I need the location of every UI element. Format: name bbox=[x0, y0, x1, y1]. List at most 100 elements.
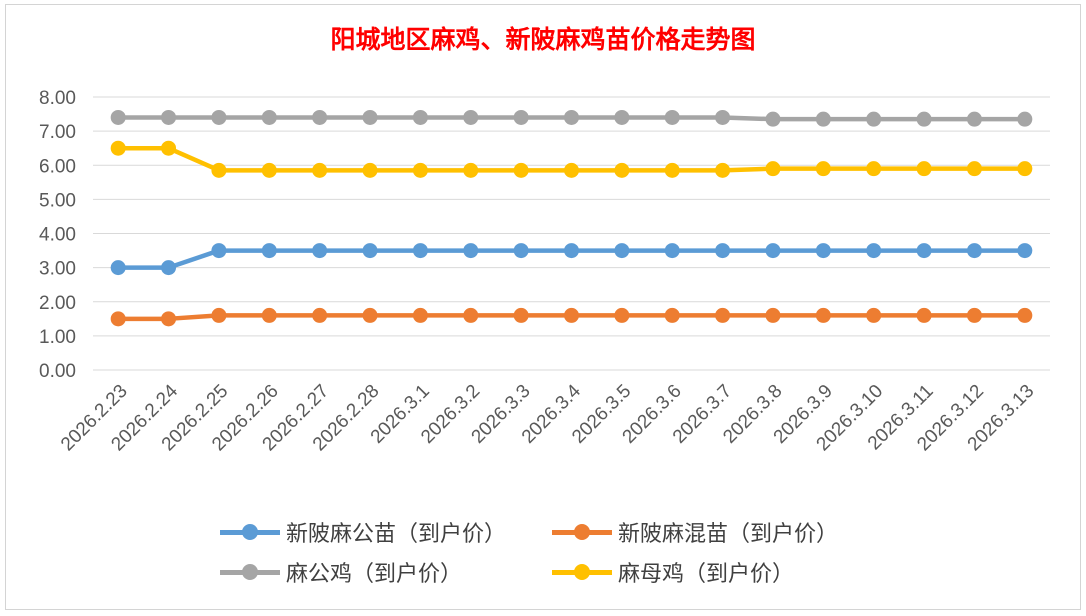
data-point bbox=[463, 162, 479, 178]
data-point bbox=[513, 243, 529, 259]
data-point bbox=[412, 307, 428, 323]
data-point bbox=[312, 109, 328, 125]
data-point bbox=[463, 243, 479, 259]
data-point bbox=[513, 162, 529, 178]
y-tick-label: 0.00 bbox=[39, 361, 76, 382]
legend-item-series-2: 新陂麻混苗（到户价） bbox=[552, 516, 838, 548]
data-point bbox=[261, 307, 277, 323]
legend-swatch bbox=[220, 562, 280, 582]
data-point bbox=[463, 307, 479, 323]
data-point bbox=[966, 161, 982, 177]
legend-marker bbox=[574, 564, 590, 580]
data-point bbox=[916, 161, 932, 177]
data-point bbox=[614, 109, 630, 125]
data-point bbox=[211, 109, 227, 125]
data-point bbox=[211, 307, 227, 323]
data-point bbox=[614, 243, 630, 259]
data-point bbox=[664, 243, 680, 259]
data-point bbox=[211, 162, 227, 178]
data-point bbox=[1017, 111, 1033, 127]
data-point bbox=[161, 260, 177, 276]
data-point bbox=[1017, 161, 1033, 177]
data-point bbox=[815, 243, 831, 259]
legend-swatch bbox=[552, 562, 612, 582]
data-point bbox=[916, 243, 932, 259]
legend-item-series-1: 新陂麻公苗（到户价） bbox=[220, 516, 506, 548]
data-point bbox=[966, 111, 982, 127]
data-point bbox=[412, 109, 428, 125]
data-point bbox=[866, 243, 882, 259]
legend-item-series-3: 麻公鸡（到户价） bbox=[220, 556, 462, 588]
data-point bbox=[765, 111, 781, 127]
legend-swatch bbox=[220, 522, 280, 542]
data-point bbox=[564, 109, 579, 125]
data-point bbox=[362, 243, 378, 259]
data-point bbox=[1017, 307, 1033, 323]
data-point bbox=[110, 260, 126, 276]
data-point bbox=[765, 161, 781, 177]
data-point bbox=[110, 140, 126, 156]
data-point bbox=[815, 161, 831, 177]
data-point bbox=[866, 307, 882, 323]
legend-swatch bbox=[552, 522, 612, 542]
data-point bbox=[161, 140, 177, 156]
data-point bbox=[765, 243, 781, 259]
data-point bbox=[916, 111, 932, 127]
data-point bbox=[161, 311, 177, 327]
data-point bbox=[312, 162, 328, 178]
data-point bbox=[211, 243, 227, 259]
data-point bbox=[564, 243, 579, 259]
y-tick-label: 5.00 bbox=[39, 190, 76, 211]
data-point bbox=[664, 109, 680, 125]
data-point bbox=[765, 307, 781, 323]
y-tick-label: 8.00 bbox=[39, 88, 76, 109]
data-point bbox=[261, 162, 277, 178]
legend-label: 麻母鸡（到户价） bbox=[618, 562, 795, 587]
data-point bbox=[614, 307, 630, 323]
chart-title: 阳城地区麻鸡、新陂麻鸡苗价格走势图 bbox=[330, 25, 756, 54]
data-point bbox=[1017, 243, 1033, 259]
data-point bbox=[110, 311, 126, 327]
data-point bbox=[815, 307, 831, 323]
legend-marker bbox=[242, 564, 258, 580]
data-point bbox=[664, 162, 680, 178]
chart-frame bbox=[5, 4, 1081, 610]
data-point bbox=[261, 109, 277, 125]
legend-label: 麻公鸡（到户价） bbox=[286, 562, 463, 587]
data-point bbox=[412, 162, 428, 178]
legend-label: 新陂麻公苗（到户价） bbox=[286, 522, 507, 547]
data-point bbox=[715, 307, 731, 323]
data-point bbox=[564, 162, 579, 178]
data-point bbox=[412, 243, 428, 259]
data-point bbox=[362, 307, 378, 323]
data-point bbox=[966, 243, 982, 259]
data-point bbox=[362, 162, 378, 178]
data-point bbox=[966, 307, 982, 323]
data-point bbox=[614, 162, 630, 178]
data-point bbox=[715, 109, 731, 125]
y-tick-label: 2.00 bbox=[39, 293, 76, 314]
data-point bbox=[564, 307, 579, 323]
y-tick-label: 7.00 bbox=[39, 122, 76, 143]
data-point bbox=[312, 307, 328, 323]
y-tick-label: 1.00 bbox=[39, 327, 76, 348]
data-point bbox=[463, 109, 479, 125]
data-point bbox=[815, 111, 831, 127]
data-point bbox=[715, 162, 731, 178]
y-tick-label: 4.00 bbox=[39, 225, 76, 246]
legend-item-series-4: 麻母鸡（到户价） bbox=[552, 556, 794, 588]
data-point bbox=[161, 109, 177, 125]
data-point bbox=[866, 161, 882, 177]
y-tick-label: 6.00 bbox=[39, 156, 76, 177]
data-point bbox=[513, 109, 529, 125]
legend-marker bbox=[242, 524, 258, 540]
data-point bbox=[664, 307, 680, 323]
data-point bbox=[513, 307, 529, 323]
data-point bbox=[715, 243, 731, 259]
legend-label: 新陂麻混苗（到户价） bbox=[618, 522, 839, 547]
data-point bbox=[110, 109, 126, 125]
data-point bbox=[866, 111, 882, 127]
y-tick-label: 3.00 bbox=[39, 259, 76, 280]
data-point bbox=[916, 307, 932, 323]
legend-marker bbox=[574, 524, 590, 540]
